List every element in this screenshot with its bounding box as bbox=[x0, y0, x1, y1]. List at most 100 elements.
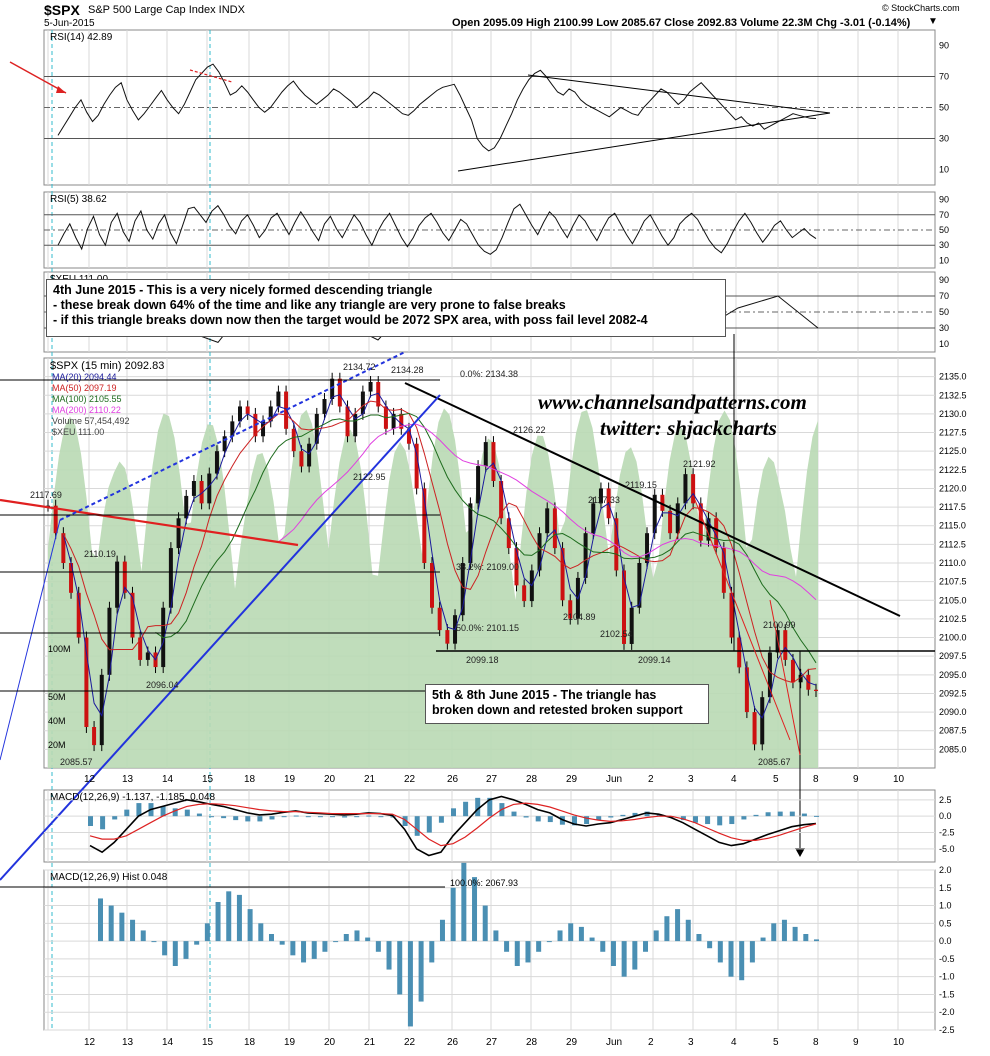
price-annotation-label: 38.2%: 2109.00 bbox=[456, 562, 519, 572]
price-candle-body bbox=[214, 451, 219, 474]
x-axis-day-label: 26 bbox=[447, 774, 459, 785]
hist-y-tick-label: 1.5 bbox=[939, 883, 952, 893]
note-top-line-2: - these break down 64% of the time and l… bbox=[53, 298, 566, 312]
hist-y-tick-label: 0.0 bbox=[939, 936, 952, 946]
price-candle-body bbox=[284, 391, 289, 429]
hist-bar bbox=[814, 939, 819, 942]
hist-bar bbox=[279, 941, 285, 945]
price-legend-entry: MA(200) 2110.22 bbox=[52, 405, 121, 415]
price-annotation-label: 2110.19 bbox=[84, 549, 116, 559]
price-candle-body bbox=[591, 503, 596, 534]
macd-hist-bar bbox=[789, 811, 795, 817]
x-axis-day-label: 29 bbox=[566, 774, 578, 785]
price-candle-body bbox=[560, 548, 565, 601]
rsi-y-tick-label: 90 bbox=[939, 41, 949, 51]
x-axis-day-label: 10 bbox=[893, 774, 905, 785]
price-candle-body bbox=[537, 533, 542, 571]
x-axis-day-label: 10 bbox=[893, 1037, 905, 1048]
price-candle-body bbox=[115, 561, 120, 608]
note-bottom-line-1: 5th & 8th June 2015 - The triangle has bbox=[432, 688, 657, 702]
price-candle-body bbox=[645, 533, 650, 563]
price-candle-body bbox=[268, 406, 273, 422]
rsi-series-line bbox=[57, 63, 817, 152]
price-candle-body bbox=[790, 659, 795, 683]
blue-channel-line bbox=[0, 519, 61, 761]
hist-bar bbox=[183, 941, 189, 959]
price-candle-body bbox=[760, 697, 765, 745]
hist-bar bbox=[140, 930, 146, 942]
macd-hist-bar bbox=[584, 816, 590, 825]
macd-hist-bar bbox=[88, 816, 93, 826]
macd-hist-bar bbox=[317, 816, 323, 818]
hist-bar bbox=[621, 941, 627, 977]
macd-hist-bar bbox=[523, 816, 529, 818]
rsi-y-tick-label: 30 bbox=[939, 134, 949, 144]
hist-bar bbox=[514, 941, 520, 966]
price-candle-body bbox=[122, 561, 127, 593]
volume-axis-label: 100M bbox=[48, 644, 71, 654]
price-annotation-label: 2134.72 bbox=[343, 362, 376, 372]
hist-panel-title: MACD(12,26,9) Hist 0.048 bbox=[50, 872, 168, 883]
hist-bar bbox=[600, 941, 606, 952]
rsi-y-tick-label: 50 bbox=[939, 103, 949, 113]
price-candle-body bbox=[230, 421, 235, 437]
price-candle-body bbox=[422, 488, 427, 563]
macd-hist-bar bbox=[245, 816, 251, 822]
macd-panel-title: MACD(12,26,9) -1.137, -1.185, 0.048 bbox=[50, 792, 216, 803]
macd-hist-bar bbox=[330, 816, 335, 818]
macd-hist-bar bbox=[705, 816, 711, 825]
hist-bar bbox=[98, 898, 103, 942]
price-y-tick-label: 2105.0 bbox=[939, 595, 967, 605]
macd-hist-bar bbox=[680, 816, 686, 821]
x-axis-day-label: 18 bbox=[244, 774, 256, 785]
price-candle-body bbox=[814, 689, 818, 691]
price-candle-body bbox=[568, 600, 573, 619]
hist-bar bbox=[343, 934, 349, 942]
price-annotation-label: 2119.15 bbox=[625, 480, 657, 490]
rsi-red-arrowhead bbox=[56, 86, 66, 93]
macd-hist-bar bbox=[305, 816, 311, 818]
macd-hist-bar bbox=[172, 808, 178, 817]
hist-y-tick-label: 1.0 bbox=[939, 901, 952, 911]
x-axis-day-label: 8 bbox=[813, 1037, 819, 1048]
hist-bar bbox=[749, 941, 755, 963]
x-axis-day-label: 13 bbox=[122, 774, 134, 785]
macd-hist-bar bbox=[777, 811, 783, 817]
hist-bar bbox=[568, 923, 574, 942]
macd-hist-bar bbox=[221, 816, 227, 819]
x-axis-day-label: 14 bbox=[162, 1037, 174, 1048]
rsi-red-dashed-arrow bbox=[189, 69, 233, 83]
macd-hist-bar bbox=[572, 816, 577, 826]
hist-bar bbox=[781, 919, 787, 942]
watermark-site: www.channelsandpatterns.com bbox=[538, 390, 807, 414]
price-candle-body bbox=[545, 508, 550, 534]
price-y-tick-label: 2110.0 bbox=[939, 558, 966, 568]
hist-bar bbox=[504, 941, 510, 952]
price-candle-body bbox=[353, 413, 358, 437]
price-candle-body bbox=[238, 406, 242, 422]
triangle-upper-trendline bbox=[404, 382, 901, 617]
x-axis-day-label: 13 bbox=[122, 1037, 134, 1048]
macd-y-tick-label: -5.0 bbox=[939, 844, 955, 854]
quote-summary: Open 2095.09 High 2100.99 Low 2085.67 Cl… bbox=[452, 17, 911, 29]
rsi-y-tick-label: 70 bbox=[939, 72, 949, 82]
price-candle-body bbox=[69, 563, 74, 593]
macd-hist-bar bbox=[269, 816, 275, 820]
macd-hist-bar bbox=[378, 816, 384, 818]
price-candle-body bbox=[99, 674, 104, 746]
price-annotation-label: 0.0%: 2134.38 bbox=[460, 369, 518, 379]
volume-axis-label: 50M bbox=[48, 692, 66, 702]
price-y-tick-label: 2122.5 bbox=[939, 465, 967, 475]
price-legend-entry: $XEU 111.00 bbox=[52, 427, 104, 437]
hist-bar bbox=[386, 941, 392, 970]
price-candle-body bbox=[368, 382, 373, 392]
red-channel-line bbox=[769, 599, 801, 756]
price-candle-body bbox=[168, 548, 173, 608]
chevron-down-icon[interactable]: ▼ bbox=[928, 16, 938, 27]
ma200-line bbox=[278, 423, 817, 601]
price-candle-body bbox=[430, 563, 434, 608]
price-candle-body bbox=[660, 494, 665, 511]
price-annotation-label: 2085.57 bbox=[60, 757, 93, 767]
hist-bar bbox=[354, 930, 360, 942]
